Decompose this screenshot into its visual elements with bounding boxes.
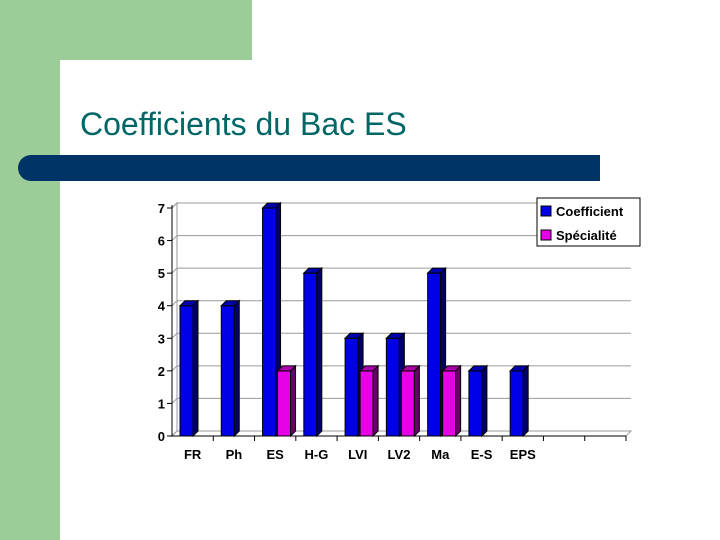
bar-top (358, 365, 380, 372)
bar-front (344, 337, 359, 437)
bar-side (192, 299, 199, 438)
gridline-depth (171, 398, 178, 404)
slide-title: Coefficients du Bac ES (80, 106, 407, 142)
x-tick-label: EPS (510, 447, 536, 462)
bar-side (413, 364, 420, 438)
gridline-depth (171, 332, 178, 339)
bar-top (426, 267, 447, 274)
bar-top (343, 332, 365, 339)
bar-front (277, 370, 292, 437)
x-tick-label: H-G (305, 447, 329, 462)
y-tick-label: 5 (158, 266, 165, 281)
bar-top (400, 365, 421, 372)
y-tick-label: 1 (158, 396, 165, 411)
x-tick-label: LVI (348, 447, 367, 462)
bar-top (276, 365, 297, 372)
x-tick-label: FR (184, 447, 202, 462)
bar-side (372, 364, 379, 438)
y-tick-label: 7 (158, 201, 165, 216)
slide-panel (60, 60, 720, 540)
gridline-depth (171, 202, 178, 209)
y-tick-label: 2 (158, 364, 165, 379)
bar-front (220, 305, 235, 437)
x-tick-label: LV2 (388, 447, 411, 462)
legend-box (536, 197, 641, 247)
bar-specialite (441, 364, 462, 438)
bar-front (385, 337, 400, 437)
gridline-depth (171, 267, 178, 274)
gridline-depth (171, 300, 178, 307)
bar-coefficient (302, 266, 324, 438)
x-tick-label: Ma (431, 447, 450, 462)
bar-coefficient (467, 364, 489, 438)
title-rule (18, 155, 600, 181)
gridline-depth (171, 365, 178, 372)
bar-coefficient (508, 364, 530, 438)
bar-side (455, 364, 462, 438)
bar-front (427, 272, 442, 437)
x-tick-label: ES (267, 447, 285, 462)
bar-front (442, 370, 457, 437)
bar-front (303, 272, 318, 437)
bar-coefficient (178, 299, 200, 438)
bar-top (508, 365, 530, 372)
y-tick-label: 0 (158, 429, 165, 444)
gridline-depth (171, 430, 178, 437)
x-tick-label: E-S (471, 447, 493, 462)
bar-front (509, 370, 524, 437)
legend-swatch (540, 229, 552, 241)
bar-top (385, 332, 406, 339)
bar-front (359, 370, 374, 437)
legend-label: Coefficient (556, 204, 624, 219)
bar-top (261, 202, 282, 209)
bar-side (233, 299, 240, 438)
bar-front (262, 207, 277, 437)
bar-front (400, 370, 415, 437)
bar-specialite (400, 364, 421, 438)
bar-specialite (276, 364, 297, 438)
bar-top (178, 300, 200, 307)
bar-specialite (358, 364, 380, 438)
accent-top-block (60, 0, 252, 60)
bar-side (481, 364, 488, 438)
bar-front (179, 305, 194, 437)
bar-front (468, 370, 483, 437)
y-tick-label: 4 (158, 299, 166, 314)
bar-top (302, 267, 324, 274)
x-tick-label: Ph (226, 447, 243, 462)
legend-label: Spécialité (556, 228, 617, 243)
bar-coefficient (385, 332, 406, 438)
legend-swatch (540, 205, 552, 217)
y-tick-label: 3 (158, 331, 165, 346)
bar-top (441, 365, 462, 372)
bar-side (290, 364, 297, 438)
accent-sidebar (0, 0, 60, 540)
bar-top (467, 365, 489, 372)
bar-top (220, 300, 241, 307)
y-tick-label: 6 (158, 234, 165, 249)
bar-side (522, 364, 529, 438)
bar-side (316, 266, 323, 438)
gridline-depth (171, 235, 178, 241)
bar-coefficient (220, 299, 241, 438)
